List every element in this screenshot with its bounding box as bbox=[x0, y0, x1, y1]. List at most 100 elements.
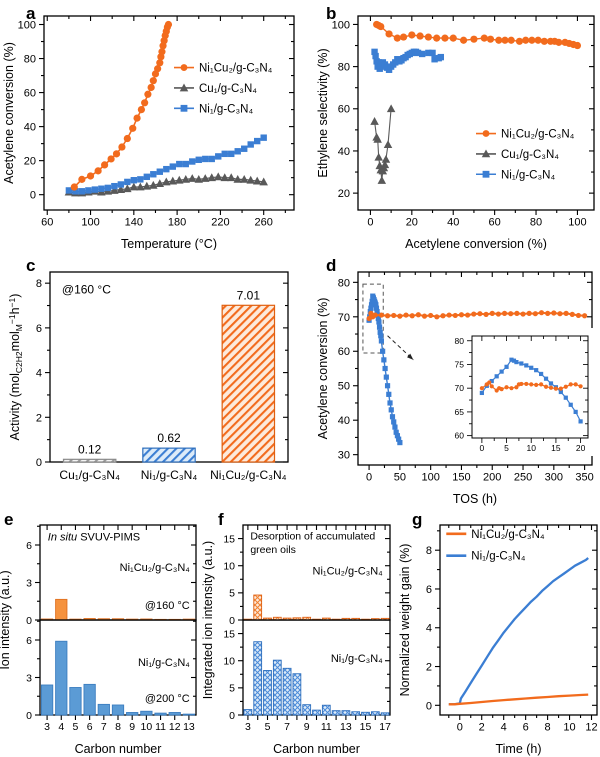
series-Ni₁Cu₂/g-C₃N₄ bbox=[366, 310, 588, 322]
panel-c-chart: 0 2 4 6 8 0.12 Cu₁/g-C₃N₄ 0.62 Ni₁/g-C₃N₄ 7.01 Ni₁… bbox=[0, 250, 300, 512]
x-tick-label: 5 bbox=[504, 443, 509, 453]
x-tick-label: 15 bbox=[551, 443, 561, 453]
x-tick-label: 350 bbox=[575, 471, 593, 483]
x-tick-label: 10 bbox=[563, 721, 575, 733]
axes: 0 20 40 60 80 100 20 40 60 80 100 bbox=[332, 15, 595, 228]
panel-e-letter: e bbox=[4, 510, 14, 529]
y-tick-label: 4 bbox=[36, 368, 42, 380]
panel-f-letter: f bbox=[218, 510, 224, 529]
x-tick-label: 300 bbox=[545, 471, 563, 483]
x-tick-label: 10 bbox=[141, 721, 153, 733]
annotation: green oils bbox=[250, 544, 296, 556]
x-tick-label: 4 bbox=[501, 721, 507, 733]
x-tick-label: 7 bbox=[284, 721, 290, 733]
y-tick-label: 3 bbox=[26, 672, 32, 684]
bar-C5 bbox=[69, 687, 82, 716]
axes: 0 5 10 15 20 60 65 70 75 80 bbox=[455, 335, 589, 453]
y-tick-label: 40 bbox=[338, 146, 350, 158]
x-tick-label: 200 bbox=[483, 471, 501, 483]
x-tick-label: 15 bbox=[360, 721, 372, 733]
x-tick-label: 260 bbox=[255, 216, 273, 228]
y-tick-label: 80 bbox=[338, 277, 350, 289]
x-tick-label: 13 bbox=[183, 721, 195, 733]
y-tick-label: 0 bbox=[229, 615, 235, 627]
y-tick-label: 30 bbox=[338, 450, 350, 462]
bar-C10 bbox=[312, 709, 321, 716]
y-tick-label: 70 bbox=[338, 312, 350, 324]
y-tick-label: 0 bbox=[26, 615, 32, 627]
bar-C10 bbox=[140, 710, 153, 716]
y-tick-label: 8 bbox=[426, 545, 432, 557]
annotation: Desorption of accumulated bbox=[250, 530, 375, 542]
legend-label: Cu₁/g-C₃N₄ bbox=[501, 149, 559, 161]
y-tick-label: 4 bbox=[426, 623, 432, 635]
x-tick-label: 0 bbox=[366, 471, 372, 483]
annotation: @200 °C bbox=[145, 693, 190, 705]
x-tick-label: 8 bbox=[545, 721, 551, 733]
legend-label: Ni₁/g-C₃N₄ bbox=[471, 551, 525, 563]
y-tick-label: 0 bbox=[229, 710, 235, 722]
y-tick-label: 3 bbox=[26, 577, 32, 589]
y-tick-label: 80 bbox=[455, 336, 465, 346]
series-Ni₁/g-C₃N₄ bbox=[371, 48, 445, 73]
panel-g-chart: 0 2 4 6 8 10 12 0 2 4 6 8 Ni₁Cu₂/g-C₃N₄ Ni₁/g-C₃N₄ Tim… bbox=[395, 510, 600, 757]
y-axis-label: Acetylene conversion (%) bbox=[316, 298, 330, 440]
x-tick-label: 4 bbox=[58, 721, 64, 733]
bar-C11 bbox=[321, 704, 331, 716]
panel-d-svg: 0 50 100 150 200 250 300 350 30 40 50 60 70 80 0 5 10 15 2… bbox=[316, 271, 594, 506]
bar-C15 bbox=[361, 711, 370, 716]
bar-C8 bbox=[292, 673, 302, 716]
y-tick-label: 80 bbox=[338, 62, 350, 74]
x-tick-label: 9 bbox=[304, 721, 310, 733]
axes: 0 2 4 6 8 bbox=[36, 271, 289, 469]
x-tick-label: 140 bbox=[125, 216, 143, 228]
y-tick-label: 20 bbox=[338, 188, 350, 200]
axes: 0 5 10 15 bbox=[223, 524, 391, 627]
x-tick-label: 11 bbox=[155, 721, 166, 733]
x-axis-label: Temperature (°C) bbox=[121, 237, 217, 250]
x-tick-label: 220 bbox=[211, 216, 229, 228]
axes: 3 5 7 9 11 13 15 17 0 5 10 15 bbox=[223, 619, 391, 733]
y-tick-label: 10 bbox=[223, 560, 235, 572]
bar-C3 bbox=[40, 684, 54, 716]
annotation: @160 °C bbox=[62, 283, 111, 297]
x-tick-label: 20 bbox=[406, 216, 418, 228]
bar-category-label: Cu₁/g-C₃N₄ bbox=[59, 468, 120, 482]
x-tick-label: 100 bbox=[81, 216, 99, 228]
y-tick-label: 70 bbox=[455, 383, 465, 393]
series-Cu₁/g-C₃N₄ bbox=[64, 172, 268, 197]
x-axis-label: Time (h) bbox=[495, 742, 541, 756]
panel-g-svg: 0 2 4 6 8 10 12 0 2 4 6 8 Ni₁Cu₂/g-C₃N₄ Ni₁/g-C₃N₄ Tim… bbox=[398, 524, 598, 756]
legend-label: Ni₁Cu₂/g-C₃N₄ bbox=[199, 63, 273, 75]
x-tick-label: 12 bbox=[169, 721, 181, 733]
x-tick-label: 3 bbox=[44, 721, 50, 733]
series-Ni₁/g-C₃N₄ bbox=[448, 557, 589, 706]
x-tick-label: 5 bbox=[265, 721, 271, 733]
y-axis-label: Activity (molC2H2molM−1h−1) bbox=[7, 294, 24, 441]
panel-a-chart: 60 100 140 180 220 260 0 20 40 60 80 100 Ni₁Cu₂/g-C₃… bbox=[0, 0, 300, 251]
legend: Ni₁Cu₂/g-C₃N₄ Cu₁/g-C₃N₄ Ni₁/g-C₃N₄ bbox=[174, 63, 273, 115]
x-axis-label: Acetylene conversion (%) bbox=[405, 237, 547, 250]
y-tick-label: 5 bbox=[229, 588, 235, 600]
x-tick-label: 60 bbox=[41, 216, 53, 228]
inset-bg bbox=[444, 328, 594, 456]
x-tick-label: 13 bbox=[340, 721, 352, 733]
y-tick-label: 8 bbox=[36, 278, 42, 290]
bar-Ni₁Cu₂/g-C₃N₄ bbox=[221, 304, 276, 463]
x-tick-label: 100 bbox=[568, 216, 586, 228]
bar-C13 bbox=[341, 710, 351, 716]
x-tick-label: 150 bbox=[452, 471, 470, 483]
x-tick-label: 8 bbox=[115, 721, 121, 733]
bar-C7 bbox=[97, 703, 110, 716]
axes: 0 3 6 bbox=[26, 524, 197, 627]
y-tick-label: 6 bbox=[36, 323, 42, 335]
y-tick-label: 15 bbox=[223, 628, 235, 640]
panel-b-chart: 0 20 40 60 80 100 20 40 60 80 100 Ni₁Cu₂/g-C₃N₄ Cu₁/… bbox=[300, 0, 600, 251]
annotation: Ni₁/g-C₃N₄ bbox=[138, 657, 190, 669]
x-tick-label: 11 bbox=[321, 721, 332, 733]
y-tick-label: 6 bbox=[26, 540, 32, 552]
bar-C12 bbox=[331, 710, 341, 716]
y-axis-label: Integrated ion intensity (a.u.) bbox=[201, 541, 215, 699]
series-Cu₁/g-C₃N₄ bbox=[370, 104, 396, 184]
